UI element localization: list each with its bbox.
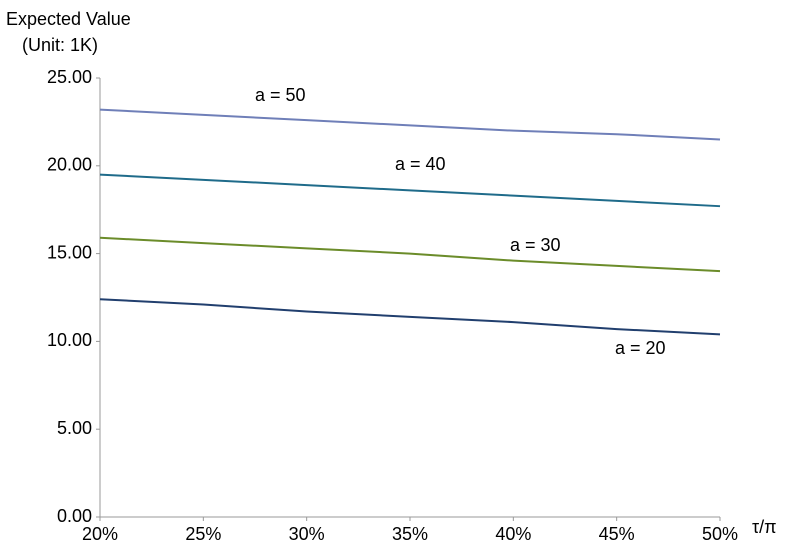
series-label: a = 50 xyxy=(255,85,306,105)
y-tick-label: 5.00 xyxy=(57,418,92,438)
y-tick-label: 20.00 xyxy=(47,155,92,175)
x-tick-label: 45% xyxy=(599,524,635,544)
series-label: a = 20 xyxy=(615,338,666,358)
series-line xyxy=(99,298,721,336)
series-label: a = 30 xyxy=(510,235,561,255)
y-tick-label: 25.00 xyxy=(47,67,92,87)
x-tick-label: 25% xyxy=(185,524,221,544)
x-tick-label: 30% xyxy=(289,524,325,544)
x-tick-label: 35% xyxy=(392,524,428,544)
y-tick-label: 0.00 xyxy=(57,506,92,526)
y-axis-label: Expected Value xyxy=(6,9,131,29)
series-line xyxy=(99,108,721,141)
series-label: a = 40 xyxy=(395,154,446,174)
x-tick-label: 20% xyxy=(82,524,118,544)
series-line xyxy=(99,173,721,208)
y-tick-label: 15.00 xyxy=(47,242,92,262)
x-tick-label: 50% xyxy=(702,524,738,544)
series-line xyxy=(99,236,721,273)
y-axis-unit: (Unit: 1K) xyxy=(22,35,98,55)
y-tick-label: 10.00 xyxy=(47,330,92,350)
x-axis-label: τ/π xyxy=(752,517,777,537)
x-tick-label: 40% xyxy=(495,524,531,544)
